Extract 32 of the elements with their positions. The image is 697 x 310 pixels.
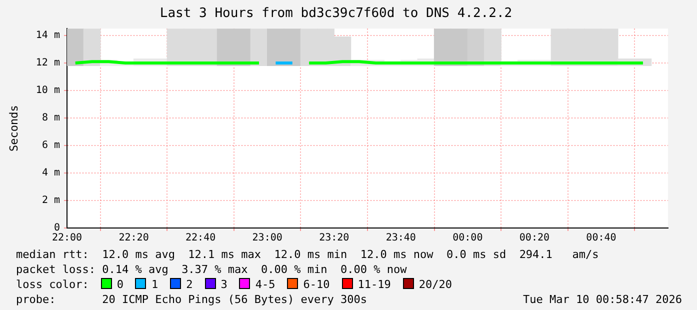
text: Tue Mar 10 00:58:47 2026 (523, 293, 682, 306)
y-tick-label: 12 m (36, 58, 60, 69)
x-tick-label: 22:20 (118, 232, 149, 244)
text: 4-5 (255, 278, 276, 291)
text: probe: 20 ICMP Echo Pings (56 Bytes) every 300s (16, 293, 367, 306)
text: 20/20 (418, 278, 452, 291)
x-tick-label: 23:40 (386, 232, 416, 244)
y-tick-label: 2 m (42, 195, 60, 206)
y-tick-label: 0 (54, 222, 60, 234)
x-tick-label: 00:20 (519, 232, 550, 244)
text: packet loss: 0.14 % avg 3.37 % max 0.00 % min 0.00 % now (16, 263, 407, 276)
x-tick-label: 22:40 (186, 232, 216, 244)
text: loss color: (16, 278, 89, 291)
y-tick-label: 8 m (42, 112, 60, 124)
x-tick-label: 23:00 (252, 232, 282, 244)
x-tick-label: 22:00 (52, 232, 82, 244)
y-tick-label: 4 m (42, 168, 60, 179)
text: 3 (220, 278, 228, 291)
text: 11-19 (358, 278, 391, 291)
y-tick-label: 6 m (42, 140, 60, 152)
x-tick-label: 00:40 (586, 232, 616, 244)
text: 2 (186, 278, 193, 291)
text: 6-10 (303, 278, 330, 291)
text: median rtt: 12.0 ms avg 12.1 ms max 12.0 ms min 12.0 ms now 0.0 ms sd 294.1 am/s (16, 248, 599, 261)
y-tick-label: 10 m (36, 85, 60, 96)
y-axis-title: Seconds (7, 105, 20, 152)
chart-title: Last 3 Hours from bd3c39c7f60d to DNS 4.2.2.2 (160, 6, 512, 22)
x-tick-label: 23:20 (319, 232, 350, 244)
text: 0 (116, 278, 124, 291)
text: 1 (151, 278, 158, 291)
y-tick-label: 14 m (36, 30, 60, 42)
x-tick-label: 00:00 (452, 232, 483, 244)
